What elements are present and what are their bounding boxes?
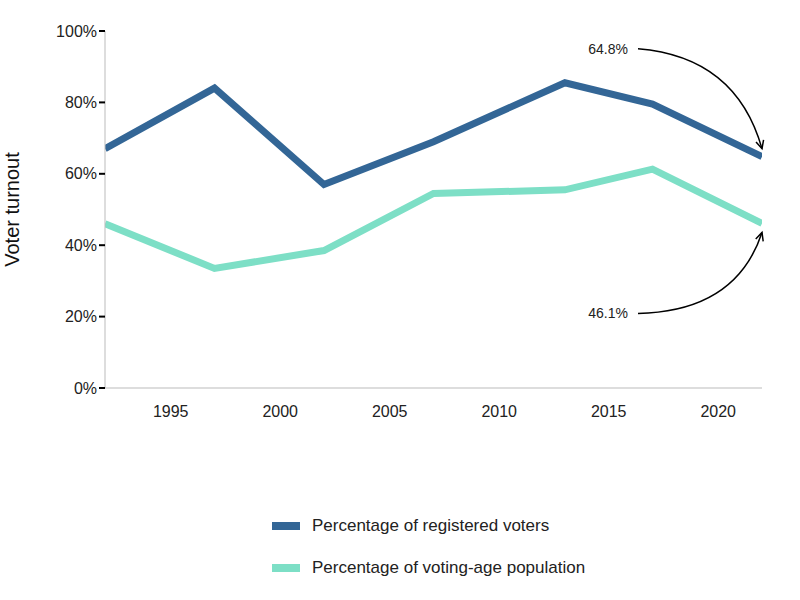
svg-text:Voter turnout: Voter turnout (8, 152, 23, 267)
svg-text:2015: 2015 (591, 403, 627, 420)
svg-text:64.8%: 64.8% (588, 41, 628, 57)
svg-text:80%: 80% (65, 94, 97, 111)
svg-text:2020: 2020 (700, 403, 736, 420)
svg-text:2010: 2010 (481, 403, 517, 420)
svg-text:2000: 2000 (262, 403, 298, 420)
svg-text:0%: 0% (74, 380, 97, 397)
svg-text:2005: 2005 (372, 403, 408, 420)
svg-text:20%: 20% (65, 308, 97, 325)
svg-text:100%: 100% (56, 23, 97, 40)
svg-text:60%: 60% (65, 165, 97, 182)
svg-text:1995: 1995 (153, 403, 189, 420)
svg-text:40%: 40% (65, 237, 97, 254)
html-text:Percentage of registered voter: Percentage of registered voters (312, 516, 550, 535)
html-text:Percentage of voting-age popul: Percentage of voting-age population (312, 558, 586, 577)
svg-text:46.1%: 46.1% (588, 305, 628, 321)
